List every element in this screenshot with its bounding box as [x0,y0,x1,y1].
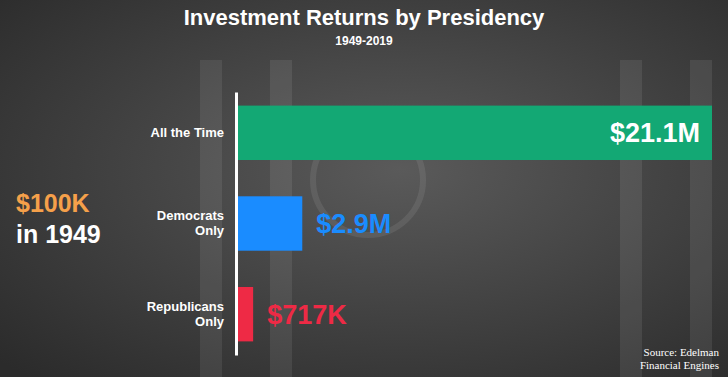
bars [237,106,712,342]
chart-container: Investment Returns by Presidency 1949-201… [0,0,728,377]
tick: RepublicansOnly [147,299,225,330]
data-labels: $21.1M $2.9M $717K [267,118,700,329]
tick-label: RepublicansOnly [147,299,225,330]
background [0,0,728,377]
category-axis: All the TimeDemocratsOnlyRepublicansOnly [147,93,237,356]
data-label: $21.1M [610,118,700,148]
tick-label-line: All the Time [151,125,224,140]
bar [237,287,253,341]
tick-label: DemocratsOnly [157,208,225,239]
title: Investment Returns by Presidency [184,5,545,30]
tick-label-line: Republicans [147,299,224,314]
axis-line [235,93,238,356]
bar [237,106,712,160]
source-line: Financial Engines [640,359,719,371]
tick-label: All the Time [151,125,224,140]
background-decor [200,60,712,377]
data-label: $717K [267,300,347,330]
data-label: $2.9M [316,209,391,239]
annotation: in 1949 [16,220,101,248]
subtitle: 1949-2019 [335,34,393,48]
chart-svg: Investment Returns by Presidency 1949-201… [0,0,728,377]
source: Source: EdelmanFinancial Engines [640,346,720,371]
annotation: $100K [16,189,90,217]
bar [237,196,302,250]
tick: DemocratsOnly [157,208,225,239]
source-line: Source: Edelman [644,346,720,358]
tick-label-line: Only [195,314,225,329]
tick-label-line: Only [195,223,225,238]
tick: All the Time [151,125,224,140]
tick-label-line: Democrats [157,208,224,223]
